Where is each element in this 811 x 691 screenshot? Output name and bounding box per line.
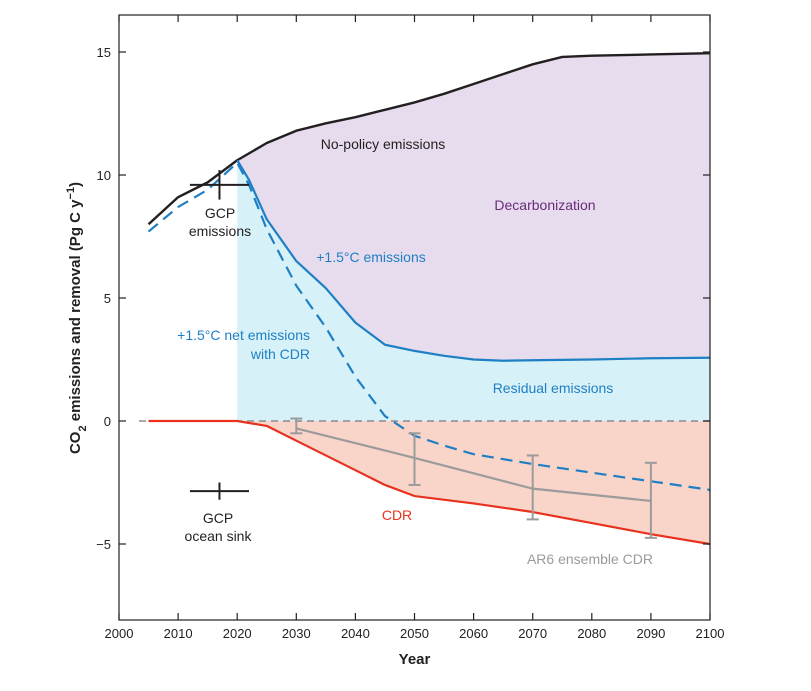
label-residual-emissions: Residual emissions <box>493 380 614 396</box>
label-net-emissions-line1: +1.5°C net emissions <box>177 327 310 343</box>
label-gcp-ocean-line2: ocean sink <box>185 528 253 544</box>
label-decarbonization: Decarbonization <box>494 197 595 213</box>
x-tick-label: 2080 <box>577 626 606 641</box>
y-axis-title-ylabel-end: ) <box>67 182 84 187</box>
decarbonization-area <box>237 53 710 361</box>
x-tick-label: 2050 <box>400 626 429 641</box>
label-ar6-ensemble-cdr: AR6 ensemble CDR <box>527 551 653 567</box>
x-tick-label: 2020 <box>223 626 252 641</box>
x-tick-label: 2040 <box>341 626 370 641</box>
chart-fills <box>237 53 710 544</box>
ar6-errorbar <box>408 432 421 486</box>
x-tick-label: 2070 <box>518 626 547 641</box>
ar6-errorbar <box>526 454 539 521</box>
x-tick-label: 2010 <box>164 626 193 641</box>
y-axis-title-ylabel-sub: 2 <box>77 425 89 431</box>
y-tick-label: 15 <box>97 45 111 60</box>
series-line-net-emissions-cdr <box>147 160 710 491</box>
x-axis-title: Year <box>399 651 431 668</box>
y-axis-title: CO2 emissions and removal (Pg C y−1) <box>65 182 89 454</box>
chart-markers <box>189 170 250 500</box>
chart-axes: 2000 2010 2020 2030 2040 2050 2060 2070 2080 2090… <box>65 14 725 668</box>
series-line-1-5c-emissions <box>236 159 710 362</box>
label-1-5c-emissions: +1.5°C emissions <box>316 249 425 265</box>
residual-emissions-area <box>237 160 710 422</box>
ar6-errorbar <box>644 461 657 539</box>
y-axis-title-ylabel-rest: emissions and removal (Pg C y <box>67 199 84 426</box>
label-gcp-emissions-line2: emissions <box>189 223 251 239</box>
cdr-area <box>237 421 710 544</box>
series-line-ar6-cdr <box>296 427 652 503</box>
x-tick-label: 2030 <box>282 626 311 641</box>
label-gcp-emissions-line1: GCP <box>205 205 235 221</box>
x-tick-label: 2000 <box>105 626 134 641</box>
chart-lines <box>147 52 710 546</box>
label-gcp-ocean-line1: GCP <box>203 510 233 526</box>
series-line-no-policy <box>147 52 710 226</box>
y-tick-label: 5 <box>104 291 111 306</box>
label-cdr: CDR <box>382 507 412 523</box>
ar6-errorbar <box>290 417 303 435</box>
x-tick-label: 2100 <box>696 626 725 641</box>
series-line-cdr <box>148 419 710 546</box>
label-net-emissions-line2: with CDR <box>250 346 310 362</box>
y-axis-title-ylabel-sup: −1 <box>65 187 77 200</box>
gcp-emissions-marker <box>189 170 250 200</box>
y-axis-title-ylabel-main: CO <box>67 431 84 454</box>
y-tick-label: 10 <box>97 168 111 183</box>
gcp-ocean-sink-marker <box>189 482 250 500</box>
label-no-policy-emissions: No-policy emissions <box>321 136 445 152</box>
y-tick-label: 0 <box>104 414 111 429</box>
x-tick-label: 2060 <box>459 626 488 641</box>
x-tick-label: 2090 <box>636 626 665 641</box>
y-tick-label: −5 <box>96 537 111 552</box>
chart-annotations: No-policy emissions Decarbonization GCP emi… <box>177 136 653 567</box>
